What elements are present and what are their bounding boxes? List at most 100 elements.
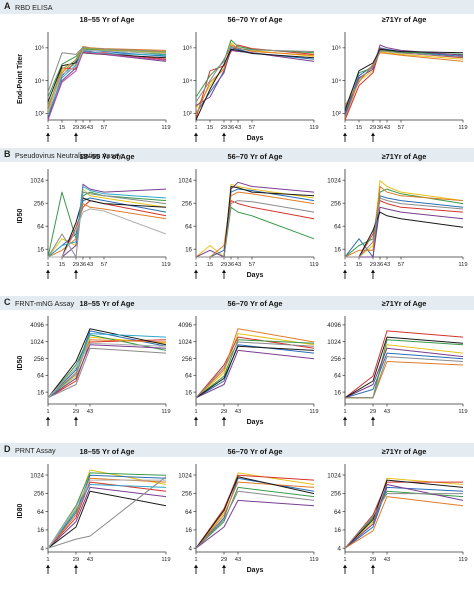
x-tick-label: 57	[398, 125, 404, 131]
y-axis-label: ID50	[17, 356, 24, 371]
series-line	[344, 49, 464, 109]
x-tick-label: 119	[309, 557, 318, 563]
section-header-a: A RBD ELISA	[0, 0, 474, 14]
series-line	[47, 47, 167, 108]
series-line	[47, 49, 167, 111]
series-line	[47, 46, 167, 93]
x-tick-label: 57	[101, 262, 107, 268]
series-line	[47, 50, 167, 116]
series-line	[47, 334, 167, 399]
series-line	[195, 333, 315, 399]
series-line	[47, 333, 167, 399]
series-line	[195, 48, 315, 121]
dose-arrow-head-icon	[194, 269, 198, 273]
x-tick-label: 15	[356, 125, 362, 131]
x-tick-label: 119	[309, 262, 318, 268]
y-tick-label: 1024	[30, 339, 44, 346]
x-tick-label: 29	[73, 125, 79, 131]
x-tick-label: 1	[46, 262, 49, 268]
y-tick-label: 4	[338, 546, 342, 553]
section-letter: B	[4, 149, 11, 159]
x-tick-label: 43	[235, 262, 241, 268]
x-tick-label: 43	[384, 262, 390, 268]
x-tick-label: 36	[80, 262, 86, 268]
series-line	[47, 51, 167, 121]
x-tick-label: 43	[235, 557, 241, 563]
dose-arrow-head-icon	[371, 269, 375, 273]
y-tick-label: 256	[182, 200, 193, 207]
series-line	[344, 52, 464, 106]
dose-arrow-head-icon	[46, 416, 50, 420]
series-line	[344, 493, 463, 549]
series-line	[47, 49, 167, 121]
series-line	[195, 481, 315, 549]
y-tick-label: 256	[34, 200, 45, 207]
x-tick-label: 119	[458, 262, 467, 268]
chart-c-1: 18–55 Yr of Age 16 64 256 1024 4096 ID50 1 29 43 1…	[17, 299, 171, 426]
series-line	[344, 186, 464, 258]
y-tick-label: 1024	[327, 472, 341, 479]
x-tick-label: 43	[235, 125, 241, 131]
section-title: Pseudovirus Neutralization Assay	[15, 151, 122, 160]
section-letter: D	[4, 444, 11, 454]
dose-arrow-head-icon	[222, 416, 226, 420]
y-tick-label: 1024	[327, 339, 341, 346]
chart-b-1: 18–55 Yr of Age 16 64 256 1024 ID50 1 15 29 36 43 5…	[17, 152, 171, 279]
dose-arrow-head-icon	[222, 564, 226, 568]
chart-group-title: 18–55 Yr of Age	[79, 299, 134, 308]
x-tick-label: 119	[458, 557, 467, 563]
y-tick-label: 10⁴	[182, 78, 192, 85]
series-line	[47, 51, 167, 109]
x-tick-label: 36	[228, 262, 234, 268]
chart-group-title: ≥71Yr of Age	[382, 447, 427, 456]
series-line	[195, 472, 315, 549]
series-line	[344, 50, 464, 118]
x-tick-label: 119	[161, 262, 170, 268]
dose-arrow-head-icon	[46, 132, 50, 136]
y-tick-label: 64	[334, 509, 341, 516]
chart-group-title: 18–55 Yr of Age	[79, 152, 134, 161]
series-line	[47, 347, 167, 399]
series-line	[47, 479, 166, 549]
chart-group-title: 56–70 Yr of Age	[227, 299, 282, 308]
y-tick-label: 256	[331, 200, 342, 207]
x-tick-label: 57	[249, 125, 255, 131]
x-tick-label: 1	[46, 409, 49, 415]
series-line	[47, 203, 167, 258]
x-tick-label: 1	[194, 262, 197, 268]
series-line	[195, 345, 315, 399]
x-tick-label: 1	[46, 125, 49, 131]
dose-arrow-head-icon	[371, 416, 375, 420]
chart-b-2: 56–70 Yr of Age 16 64 256 1024 1 15 29 36 43 57 119…	[178, 152, 319, 279]
y-tick-label: 256	[331, 491, 342, 498]
series-line	[344, 51, 464, 119]
series-line	[344, 490, 464, 549]
y-tick-label: 16	[37, 247, 44, 254]
chart-group-title: 56–70 Yr of Age	[227, 447, 282, 456]
x-tick-label: 119	[161, 409, 170, 415]
y-tick-label: 1024	[178, 339, 192, 346]
dose-arrow-head-icon	[74, 132, 78, 136]
series-line	[345, 200, 464, 258]
section-header-b: B Pseudovirus Neutralization Assay	[0, 148, 474, 162]
y-tick-label: 10²	[332, 111, 341, 118]
x-tick-label: 36	[80, 125, 86, 131]
y-tick-label: 16	[334, 527, 341, 534]
y-tick-label: 4	[189, 546, 193, 553]
dose-arrow-head-icon	[194, 132, 198, 136]
series-line	[344, 48, 464, 111]
series-line	[344, 347, 464, 399]
series-line	[47, 186, 167, 258]
chart-a-1: 18–55 Yr of Age 10² 10⁴ 10⁶ End-Point Titer 1…	[17, 15, 171, 142]
series-line	[195, 349, 315, 399]
x-tick-label: 1	[194, 409, 197, 415]
series-line	[47, 336, 167, 399]
chart-c-3: ≥71Yr of Age 16 64 256 1024 4096 1 29 43 119	[327, 299, 468, 426]
series-line	[345, 356, 464, 399]
y-tick-label: 256	[182, 491, 193, 498]
x-tick-label: 43	[87, 557, 93, 563]
x-tick-label: 36	[377, 262, 383, 268]
series-line	[344, 44, 464, 116]
x-tick-label: 15	[356, 262, 362, 268]
